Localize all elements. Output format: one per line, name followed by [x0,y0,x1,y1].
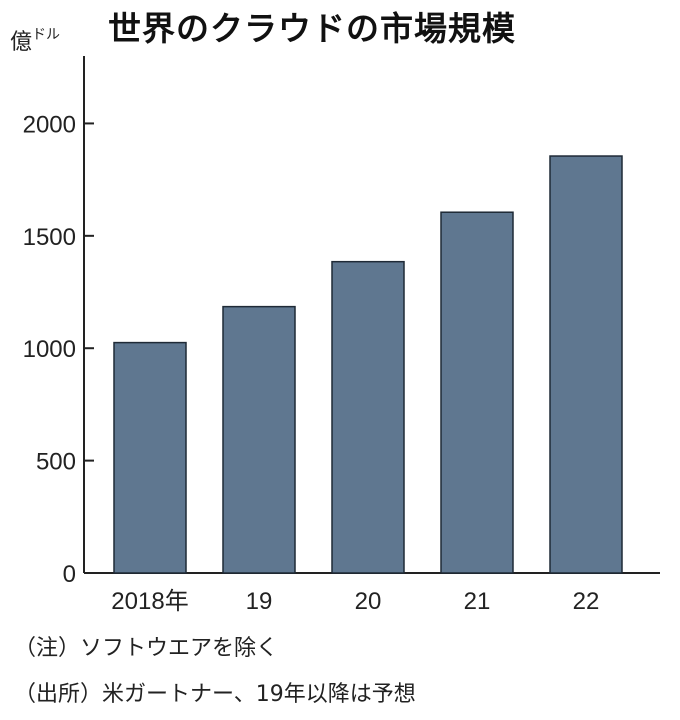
y-tick-label: 500 [36,449,76,476]
x-tick-label: 19 [246,588,273,615]
y-tick-label: 0 [63,561,76,588]
bar [440,211,514,574]
bar [113,341,187,574]
y-tick-label: 2000 [23,111,76,138]
unit-small: ドル [32,27,61,43]
x-tick-label: 22 [573,588,600,615]
bar [222,305,296,574]
footnote-source: （出所）米ガートナー、19年以降は予想 [14,682,416,707]
bar [331,260,405,574]
x-tick-label: 2018年 [111,588,188,615]
footnote-note: （注）ソフトウエアを除く [14,636,279,661]
y-tick-label: 1000 [23,336,76,363]
x-tick-label: 20 [355,588,382,615]
unit-main: 億 [10,30,33,55]
bar [549,155,623,574]
x-tick-label: 21 [464,588,491,615]
y-tick-label: 1500 [23,224,76,251]
y-axis-unit-label: 億ドル [10,24,60,56]
chart-title: 世界のクラウドの市場規模 [108,9,516,48]
